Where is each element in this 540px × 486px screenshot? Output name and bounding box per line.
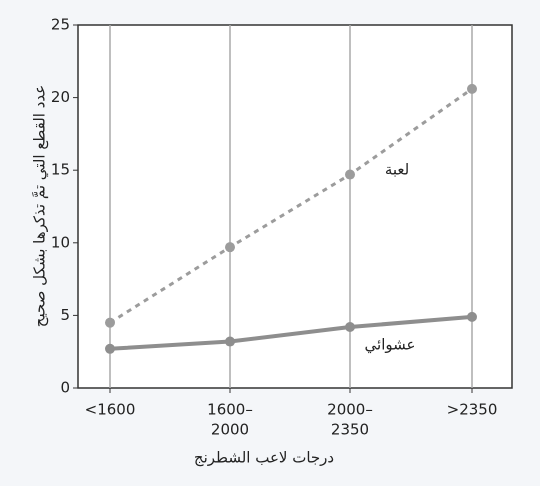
point — [467, 83, 477, 94]
x-tick-label: 2000 — [211, 421, 249, 439]
plot-area — [77, 24, 513, 389]
x-tick-label: >2350 — [447, 401, 498, 419]
point — [105, 343, 115, 354]
series-line — [109, 87, 473, 324]
series-label: عشوائي — [365, 336, 416, 355]
y-tick-label: 25 — [51, 16, 70, 34]
series-label: لعبة — [385, 161, 409, 179]
x-axis-label: درجات لاعب الشطرنج — [194, 449, 334, 467]
x-tick-label: 2350 — [331, 421, 369, 439]
y-axis-label: عدد القطع التي تمَّ تذكرها بشكل صحيح — [31, 85, 50, 327]
y-tick-label: 15 — [51, 161, 70, 179]
y-tick-label: 5 — [60, 306, 70, 324]
point — [225, 336, 235, 347]
point — [345, 322, 355, 333]
series-line — [109, 314, 473, 351]
point — [105, 317, 115, 328]
y-tick-label: 20 — [51, 88, 70, 106]
x-tick-label: <1600 — [85, 401, 136, 419]
x-tick-label: 2000– — [327, 401, 373, 419]
point — [467, 311, 477, 322]
point — [225, 242, 235, 253]
y-tick-label: 10 — [51, 233, 70, 251]
x-tick-label: 1600– — [207, 401, 253, 419]
y-tick-label: 0 — [60, 379, 70, 397]
point — [345, 169, 355, 180]
